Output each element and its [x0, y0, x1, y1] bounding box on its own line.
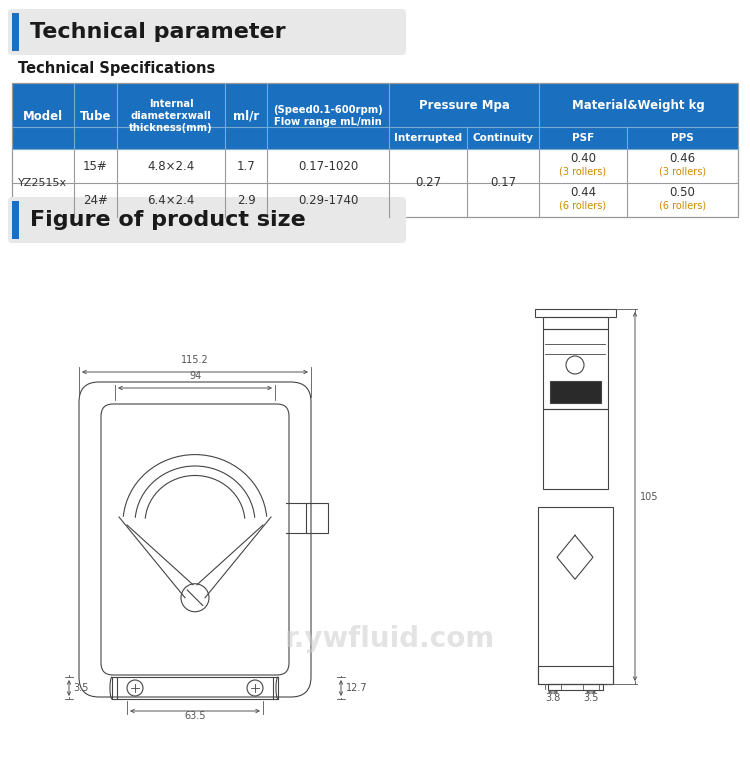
Text: Interrupted: Interrupted [394, 133, 462, 143]
Text: YZ2515x: YZ2515x [19, 178, 68, 188]
Text: PSF: PSF [572, 133, 594, 143]
Bar [12, 127, 738, 149]
Bar [550, 381, 601, 403]
Text: Continuity: Continuity [472, 133, 533, 143]
Text: 105: 105 [640, 491, 658, 501]
Text: 3.8: 3.8 [545, 693, 560, 703]
Bar [538, 507, 613, 684]
Bar [12, 201, 19, 239]
Text: 6.4×2.4: 6.4×2.4 [147, 194, 195, 207]
Bar [12, 83, 738, 217]
Text: Technical Specifications: Technical Specifications [18, 62, 215, 76]
Bar [543, 409, 608, 489]
FancyBboxPatch shape [8, 197, 406, 243]
Bar [543, 329, 608, 409]
Text: 3.5: 3.5 [584, 693, 598, 703]
Text: Tube: Tube [80, 109, 111, 122]
Bar [306, 503, 328, 533]
Text: 2.9: 2.9 [237, 194, 255, 207]
Text: 1.7: 1.7 [237, 159, 255, 172]
Text: 0.17-1020: 0.17-1020 [298, 159, 358, 172]
Bar [12, 83, 738, 127]
Bar [538, 666, 613, 684]
Text: Pressure Mpa: Pressure Mpa [419, 98, 509, 112]
Text: 94: 94 [189, 371, 201, 381]
Text: (3 rollers): (3 rollers) [659, 167, 706, 177]
Bar [548, 684, 603, 690]
Text: Model: Model [23, 109, 63, 122]
Text: 4.8×2.4: 4.8×2.4 [147, 159, 195, 172]
Text: 12.7: 12.7 [346, 683, 368, 693]
Text: 3.5: 3.5 [73, 683, 88, 693]
Text: 24#: 24# [83, 194, 108, 207]
Text: 63.5: 63.5 [184, 711, 206, 721]
Text: ml/r: ml/r [232, 109, 260, 122]
Text: 0.44: 0.44 [570, 187, 596, 199]
Text: PPS: PPS [671, 133, 694, 143]
Text: Figure of product size: Figure of product size [30, 210, 306, 230]
Bar [535, 309, 616, 317]
Text: 115.2: 115.2 [182, 355, 209, 365]
Text: (6 rollers): (6 rollers) [659, 201, 706, 211]
Text: 0.46: 0.46 [670, 152, 695, 165]
Text: 0.27: 0.27 [415, 177, 441, 189]
Text: 0.29-1740: 0.29-1740 [298, 194, 358, 207]
Bar [543, 317, 608, 329]
Text: (3 rollers): (3 rollers) [560, 167, 607, 177]
Text: (6 rollers): (6 rollers) [560, 201, 607, 211]
FancyBboxPatch shape [8, 9, 406, 55]
Text: 0.50: 0.50 [670, 187, 695, 199]
Text: Internal
diameterxwall
thickness(mm): Internal diameterxwall thickness(mm) [129, 99, 213, 132]
Text: 0.17: 0.17 [490, 177, 516, 189]
Text: (Speed0.1-600rpm)
Flow range mL/min: (Speed0.1-600rpm) Flow range mL/min [273, 105, 382, 127]
Text: Technical parameter: Technical parameter [30, 22, 286, 42]
Text: 0.40: 0.40 [570, 152, 596, 165]
Text: 15#: 15# [83, 159, 108, 172]
Text: r.ywfluid.com: r.ywfluid.com [285, 625, 495, 653]
Bar [12, 13, 19, 51]
Text: Material&Weight kg: Material&Weight kg [572, 98, 705, 112]
